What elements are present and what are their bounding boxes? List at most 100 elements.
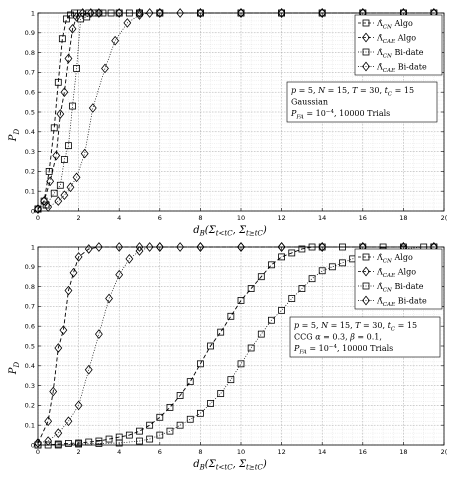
y-tick-label: 0.5: [25, 342, 35, 350]
series-line: [38, 246, 434, 446]
legend-marker: [362, 253, 370, 261]
y-tick-label: 0.6: [25, 89, 35, 97]
data-point: [136, 427, 143, 435]
data-point: [298, 245, 306, 253]
data-point: [60, 87, 69, 98]
data-point: [50, 189, 58, 197]
data-point: [54, 343, 63, 353]
data-point: [105, 435, 113, 443]
x-tick-label: 18: [399, 448, 407, 456]
data-point: [247, 344, 255, 352]
data-point: [105, 293, 113, 304]
data-point: [49, 386, 58, 397]
data-point: [125, 254, 134, 264]
x-tick-label: 2: [77, 214, 81, 222]
y-tick-label: 0.6: [25, 323, 35, 331]
data-point: [115, 439, 123, 447]
data-point: [86, 8, 95, 18]
y-tick-label: 0.1: [25, 422, 35, 430]
data-point: [80, 148, 89, 159]
data-point: [135, 10, 144, 20]
data-point: [84, 364, 93, 375]
data-point: [277, 242, 286, 252]
data-point: [339, 259, 346, 267]
data-point: [88, 103, 97, 113]
data-point: [318, 242, 327, 252]
legend-marker: [362, 295, 370, 306]
legend-entry-label: Λ̂CN Bi-date: [376, 282, 424, 294]
y-axis-label: PD: [8, 361, 21, 375]
data-point: [64, 53, 73, 64]
x-tick-label: 14: [318, 448, 326, 456]
annotation-line-3: PFA = 10−4, 10000 Trials: [290, 109, 390, 121]
legend-marker: [362, 19, 370, 27]
data-point: [84, 244, 93, 254]
x-tick-label: 8: [198, 448, 202, 456]
legend-box: [354, 248, 443, 310]
x-tick-label: 0: [36, 214, 40, 222]
data-point: [65, 142, 72, 150]
y-tick-label: 0.9: [25, 263, 35, 271]
x-tick-label: 0: [36, 448, 40, 456]
y-tick-label: 0.7: [25, 303, 35, 311]
data-point: [146, 435, 154, 443]
x-tick-label: 4: [117, 448, 121, 456]
y-tick-label: 0.8: [25, 49, 35, 57]
legend-entry-label: Λ̂CAE Algo: [376, 34, 416, 46]
data-point: [60, 156, 68, 163]
y-tick-label: 0: [31, 207, 35, 215]
data-point: [50, 124, 58, 132]
data-point: [63, 15, 70, 23]
data-point: [196, 242, 205, 252]
data-point: [68, 24, 77, 34]
data-point: [56, 181, 64, 189]
data-point: [66, 182, 75, 193]
data-point: [125, 431, 133, 439]
data-point: [186, 378, 194, 386]
data-point: [257, 273, 265, 281]
data-point: [227, 376, 235, 384]
data-point: [196, 360, 204, 368]
x-tick-label: 4: [117, 214, 121, 222]
y-tick-label: 0.3: [25, 382, 35, 390]
data-point: [277, 8, 286, 18]
data-point: [64, 285, 73, 296]
data-point: [75, 440, 82, 448]
data-point: [308, 275, 316, 283]
series-line: [37, 246, 434, 444]
y-tick-label: 0.2: [25, 402, 35, 410]
data-point: [186, 415, 194, 423]
x-tick-label: 8: [198, 214, 202, 222]
data-point: [64, 416, 73, 427]
data-point: [176, 8, 185, 18]
data-point: [54, 428, 63, 438]
data-point: [257, 330, 265, 338]
x-tick-label: 2: [77, 448, 81, 456]
data-point: [288, 249, 296, 257]
data-point: [136, 437, 143, 445]
data-point: [54, 78, 62, 86]
data-point: [58, 35, 66, 43]
data-point: [69, 102, 76, 110]
data-point: [54, 196, 63, 206]
x-tick-label: 12: [277, 448, 285, 456]
data-point: [83, 13, 91, 21]
legend: Λ̂CN Algo Λ̂CAE Algo Λ̂CN Bi-date Λ̂CAE Bi-…: [354, 248, 443, 310]
chart-panel-2: 0 2 4 6 8 10 12 14 16 18 2(0 0.1 0.2 0.3 0.4 0.5 0.6 0.7 0…: [8, 242, 448, 472]
data-point: [74, 252, 83, 262]
annotation-line-1: p = 5, N = 15, T = 30, tC = 15: [294, 321, 417, 333]
data-point: [78, 8, 87, 18]
y-tick-label: 0.7: [25, 69, 35, 77]
data-point: [145, 8, 154, 18]
data-point: [74, 400, 83, 411]
data-point: [268, 316, 275, 324]
data-point: [176, 392, 184, 399]
data-point: [156, 431, 164, 439]
legend-marker: [362, 48, 370, 56]
data-point: [72, 172, 81, 183]
data-point: [94, 329, 103, 339]
data-point: [166, 427, 174, 435]
data-point: [59, 325, 68, 335]
legend-marker: [362, 266, 370, 277]
